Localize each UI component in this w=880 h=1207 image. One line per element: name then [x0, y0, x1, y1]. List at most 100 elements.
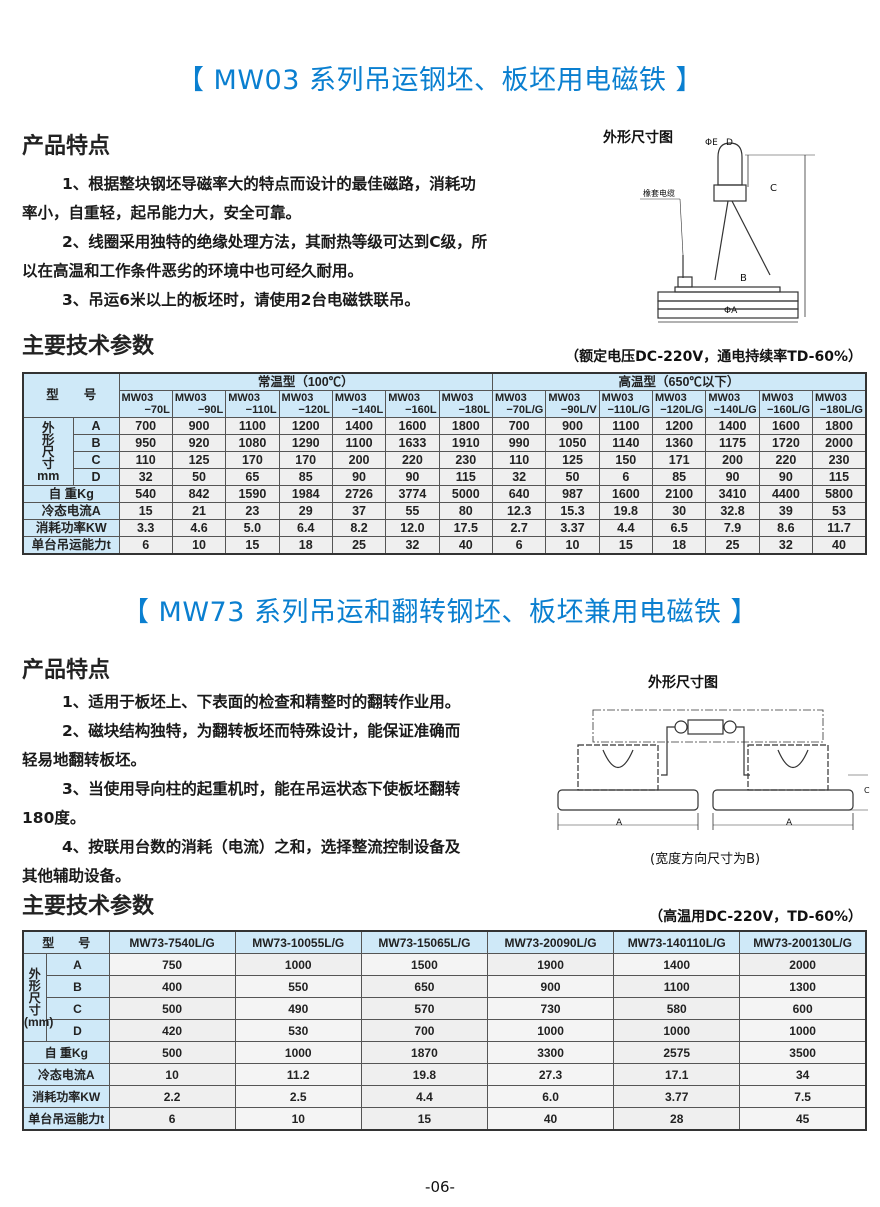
- section1-params-heading: 主要技术参数: [22, 334, 155, 359]
- table-cell: 2000: [812, 434, 867, 452]
- table-cell: 15: [598, 536, 654, 555]
- model-name: MW03 −160L: [385, 390, 440, 418]
- label-cable: 橡套电缆: [643, 189, 675, 198]
- section1-features: 1、根据整块钢坯导磁率大的特点而设计的最佳磁路，消耗功 率小，自重轻，起吊能力大…: [22, 170, 487, 315]
- table-cell: 11.7: [812, 519, 867, 537]
- section2-params-heading: 主要技术参数: [22, 894, 155, 919]
- table-cell: 1800: [438, 417, 493, 435]
- model-name: MW73-200130L/G: [739, 930, 867, 954]
- section2-title: 【 MW73 系列吊运和翻转钢坯、板坯兼用电磁铁 】: [121, 597, 759, 628]
- dimension-label-char: 尺: [41, 444, 55, 459]
- table-cell: 90: [331, 468, 387, 486]
- row-label: 消耗功率KW: [22, 519, 120, 537]
- table-row: 冷态电流A 10 11.2 19.8 27.3 17.1 34: [22, 1063, 867, 1086]
- table-cell: 90: [705, 468, 760, 486]
- table-cell: 3410: [705, 485, 760, 503]
- model-suffix: −70L: [144, 404, 170, 416]
- feature-line: 3、吊运6米以上的板坯时，请使用2台电磁铁联吊。: [62, 291, 420, 309]
- table-cell: 40: [812, 536, 867, 555]
- table-row: B 400 550 650 900 1100 1300: [23, 975, 867, 998]
- table-cell: 500: [108, 997, 236, 1020]
- table-cell: 2726: [331, 485, 387, 503]
- section1-title: 【 MW03 系列吊运钢坯、板坯用电磁铁 】: [176, 65, 704, 96]
- table-cell: 920: [171, 434, 227, 452]
- table-cell: 40: [438, 536, 493, 555]
- model-name: MW03 −70L: [118, 390, 173, 418]
- table-cell: 1000: [739, 1019, 867, 1042]
- mw73-dimension-drawing: [557, 709, 868, 830]
- model-name: MW03 −180L: [438, 390, 493, 418]
- model-name: MW73-7540L/G: [108, 930, 236, 954]
- section2-figure-title: 外形尺寸图: [648, 675, 718, 691]
- feature-line: 1、适用于板坯上、下表面的检查和精整时的翻转作业用。: [62, 693, 461, 711]
- table-cell: 110: [491, 451, 547, 469]
- feature-line: 其他辅助设备。: [22, 867, 131, 885]
- table-row: 冷态电流A 15 21 23 29 37 55 80 12.3 15.3 19.8 30 32.8 39 5…: [22, 502, 867, 520]
- row-label: 冷态电流A: [22, 502, 120, 520]
- table-cell: 530: [234, 1019, 362, 1042]
- model-series: MW03: [548, 392, 581, 404]
- model-series: MW03: [655, 392, 687, 404]
- model-suffix: −120L/G: [660, 404, 704, 416]
- table-cell: 1175: [705, 434, 760, 452]
- table-cell: 5000: [438, 485, 493, 503]
- table-cell: 6: [118, 536, 173, 555]
- table-cell: 1870: [360, 1041, 488, 1064]
- model-series: MW03: [174, 392, 207, 404]
- table-cell: 8.6: [758, 519, 814, 537]
- label-a-left: A: [616, 818, 623, 828]
- table-cell: 110: [118, 451, 173, 469]
- model-series: MW03: [601, 392, 634, 404]
- table-cell: 25: [331, 536, 387, 555]
- table-cell: 1100: [331, 434, 387, 452]
- table-cell: 21: [171, 502, 227, 520]
- dim-row-label: B: [72, 434, 120, 452]
- table-cell: 3.77: [613, 1085, 741, 1108]
- table-cell: 1200: [278, 417, 333, 435]
- table-cell: 11.2: [234, 1063, 362, 1086]
- table-cell: 650: [360, 975, 488, 998]
- table-cell: 90: [758, 468, 814, 486]
- table-cell: 34: [739, 1063, 867, 1086]
- table-cell: 10: [545, 536, 600, 555]
- table-cell: 1000: [486, 1019, 615, 1042]
- table-cell: 18: [278, 536, 333, 555]
- model-name: MW03 −120L: [278, 390, 333, 418]
- table-cell: 6: [108, 1107, 236, 1131]
- row-label: 单台吊运能力t: [22, 1107, 110, 1131]
- label-e: ΦE: [705, 138, 718, 148]
- mw73-spec-table: 型 号 MW73-7540L/G MW73-10055L/G MW73-15065L/…: [22, 930, 867, 1131]
- table-cell: 420: [108, 1019, 236, 1042]
- table-cell: 700: [491, 417, 547, 435]
- table-cell: 1600: [385, 417, 440, 435]
- model-series: MW03: [494, 392, 527, 404]
- table-cell: 1900: [486, 953, 615, 976]
- table-cell: 2.2: [108, 1085, 236, 1108]
- table-cell: 4.6: [171, 519, 227, 537]
- label-b: B: [740, 273, 747, 284]
- table-cell: 32: [491, 468, 547, 486]
- table-cell: 1080: [225, 434, 280, 452]
- dimension-label-char: 尺: [28, 990, 41, 1005]
- table-cell: 2.5: [234, 1085, 362, 1108]
- model-name: MW03 −90L/V: [545, 390, 600, 418]
- table-cell: 10: [234, 1107, 362, 1131]
- table-cell: 3500: [739, 1041, 867, 1064]
- table-cell: 17.5: [438, 519, 493, 537]
- model-series: MW03: [334, 392, 367, 404]
- label-d: D: [726, 138, 733, 148]
- table-cell: 220: [758, 451, 814, 469]
- group-normal-header: 常温型（100℃）: [118, 372, 493, 391]
- row-label: 单台吊运能力t: [22, 536, 120, 555]
- table-cell: 80: [438, 502, 493, 520]
- table-cell: 700: [360, 1019, 488, 1042]
- table-cell: 1400: [331, 417, 387, 435]
- table-cell: 15: [118, 502, 173, 520]
- table-cell: 1633: [385, 434, 440, 452]
- table-cell: 6.5: [652, 519, 707, 537]
- dimension-label: 外形尺寸 (mm): [22, 953, 53, 1042]
- table-cell: 1000: [613, 1019, 741, 1042]
- model-name: MW03 −120L/G: [652, 390, 707, 418]
- model-name: MW03 −180L/G: [812, 390, 867, 418]
